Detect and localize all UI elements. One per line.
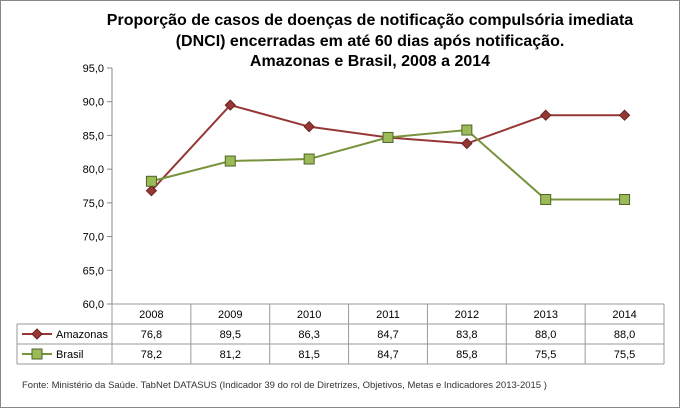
category-label: 2011 [376,309,400,321]
data-label: 85,8 [456,349,477,361]
legend-marker-amazonas [31,328,43,340]
data-label: 81,2 [220,349,241,361]
chart-title-line-2: (DNCI) encerradas em até 60 dias após no… [176,33,565,50]
category-label: 2010 [297,309,321,321]
data-point-amazonas [145,185,158,197]
legend-marker-brasil [31,348,43,360]
data-label: 88,0 [614,329,635,341]
data-point-brasil [540,193,552,205]
data-point-brasil [224,155,236,167]
data-point-brasil [303,153,315,165]
data-point-brasil [145,175,157,187]
data-point-amazonas [224,99,236,111]
data-label: 84,7 [377,329,398,341]
category-label: 2013 [533,309,557,321]
data-point-amazonas [303,120,315,133]
y-tick-label: 80,0 [83,164,104,176]
y-tick-label: 95,0 [83,63,104,75]
data-label: 84,7 [377,349,398,361]
data-point-brasil [461,124,473,136]
chart-title-line-1: Proporção de casos de doenças de notific… [107,12,633,29]
category-label: 2009 [218,309,242,321]
category-label: 2014 [612,309,636,321]
source-note: Fonte: Ministério da Saúde. TabNet DATAS… [22,380,547,391]
y-tick-label: 85,0 [83,130,104,142]
data-point-amazonas [618,109,631,121]
y-tick-label: 75,0 [83,198,104,210]
legend-label: Brasil [56,349,84,361]
y-tick-label: 70,0 [83,232,104,244]
data-point-brasil [382,131,394,143]
data-label: 86,3 [298,329,319,341]
data-point-amazonas [540,109,552,121]
category-label: 2012 [455,309,479,321]
data-label: 75,5 [535,349,556,361]
chart-title-line-3: Amazonas e Brasil, 2008 a 2014 [250,53,490,70]
y-tick-label: 65,0 [83,265,104,277]
legend-label: Amazonas [56,329,108,341]
y-tick-label: 90,0 [83,97,104,109]
data-label: 76,8 [141,329,162,341]
y-tick-label: 60,0 [83,299,104,311]
category-label: 2008 [139,309,163,321]
data-point-brasil [619,193,631,205]
data-label: 78,2 [141,349,162,361]
data-label: 83,8 [456,329,477,341]
data-label: 89,5 [220,329,241,341]
data-label: 88,0 [535,329,556,341]
data-point-amazonas [461,137,473,150]
data-label: 75,5 [614,349,635,361]
data-label: 81,5 [298,349,319,361]
